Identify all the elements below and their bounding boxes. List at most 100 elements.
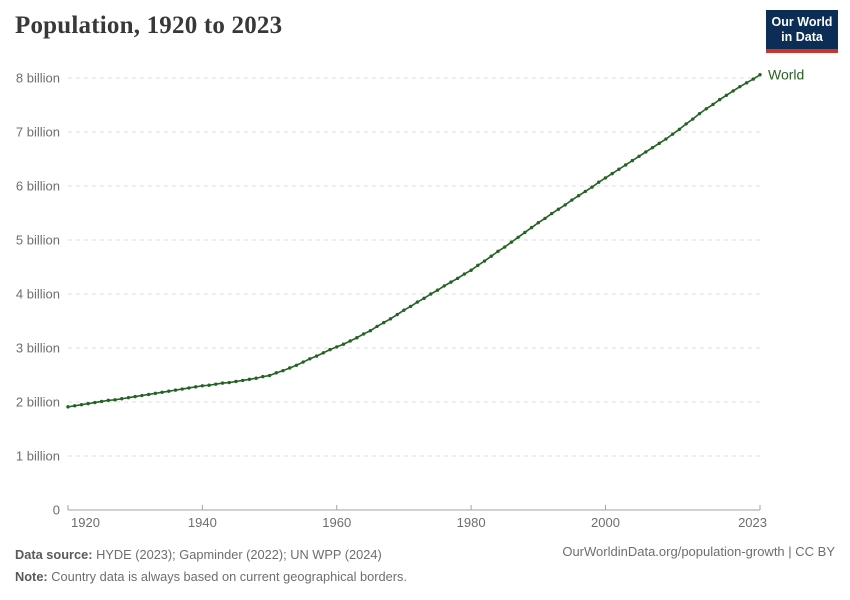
data-point [274, 371, 278, 375]
data-point [509, 240, 514, 244]
data-point [516, 235, 520, 239]
data-point [523, 230, 527, 235]
data-point [731, 89, 735, 93]
note-label: Note: [15, 568, 48, 584]
data-point [617, 167, 621, 171]
data-point [724, 93, 729, 97]
data-point [120, 397, 124, 401]
data-point [482, 259, 487, 263]
data-point [543, 216, 547, 221]
y-tick-label-7: 7 billion [16, 125, 60, 140]
data-point [301, 360, 305, 364]
data-point [563, 203, 567, 207]
data-point [328, 347, 332, 352]
data-point [106, 398, 111, 403]
data-point [247, 377, 252, 382]
footer-data-source: Data source: HYDE (2023); Gapminder (202… [15, 544, 407, 566]
data-point [422, 296, 426, 301]
data-point [355, 336, 359, 340]
data-point [126, 395, 131, 400]
y-tick-label-6: 6 billion [16, 179, 60, 194]
data-point [711, 102, 715, 107]
x-tick-label-2000: 2000 [591, 515, 620, 530]
data-point [133, 394, 137, 399]
data-point [704, 107, 708, 111]
y-tick-label-3: 3 billion [16, 341, 60, 356]
footer-source-note: Data source: HYDE (2023); Gapminder (202… [15, 544, 407, 588]
chart-title: Population, 1920 to 2023 [15, 12, 283, 39]
data-point [670, 132, 675, 136]
data-point [583, 189, 588, 194]
series-label-world[interactable]: World [768, 66, 804, 82]
data-point [691, 117, 695, 121]
world-line[interactable] [67, 74, 761, 408]
data-point [180, 387, 184, 391]
data-point [314, 354, 319, 358]
data-point [462, 272, 467, 276]
data-point [408, 304, 413, 309]
data-point [650, 145, 655, 150]
data-point [684, 122, 688, 126]
data-point [489, 254, 493, 258]
data-point [113, 398, 117, 402]
y-tick-label-5: 5 billion [16, 233, 60, 248]
data-point [341, 342, 346, 346]
world-line-markers[interactable] [66, 73, 762, 409]
data-point [395, 312, 399, 317]
footer-attribution-link[interactable]: OurWorldinData.org/population-growth | C… [562, 544, 835, 559]
data-point [751, 77, 755, 81]
data-point [597, 180, 601, 184]
owid-logo[interactable]: Our World in Data [766, 10, 838, 53]
data-point [502, 245, 507, 249]
data-point [214, 382, 218, 386]
data-point [637, 154, 641, 158]
data-point [308, 357, 312, 361]
data-point [610, 171, 614, 176]
data-source-label: Data source: [15, 547, 93, 562]
y-tick-label-8: 8 billion [16, 71, 60, 86]
data-point [99, 399, 104, 404]
data-point [288, 366, 292, 370]
note-text: Country data is always based on current … [47, 568, 407, 584]
y-gridlines [68, 77, 764, 457]
x-tick-label-1920: 1920 [71, 515, 100, 530]
data-point [66, 405, 70, 409]
data-point [550, 211, 554, 216]
data-point [368, 329, 373, 333]
data-point [86, 401, 90, 406]
x-tick-label-1980: 1980 [457, 515, 486, 530]
data-point [93, 400, 97, 405]
data-point [160, 390, 164, 394]
data-point [321, 351, 326, 355]
data-point [294, 363, 299, 367]
data-point [449, 280, 453, 284]
data-point [79, 403, 84, 407]
data-point [630, 158, 635, 163]
data-point [167, 389, 171, 393]
data-point [657, 141, 661, 146]
data-point [240, 378, 245, 383]
data-point [261, 374, 265, 379]
data-point [570, 198, 574, 202]
data-point [556, 207, 561, 211]
data-point [227, 380, 231, 385]
data-point [193, 385, 198, 389]
data-point [576, 194, 581, 198]
data-point [73, 404, 77, 408]
data-point [429, 292, 433, 296]
data-point [140, 393, 144, 398]
data-point [469, 268, 473, 272]
data-point [173, 388, 178, 392]
data-point [435, 288, 440, 292]
data-point [496, 249, 500, 254]
data-point [388, 317, 393, 321]
data-point [529, 225, 534, 230]
y-tick-label-1: 1 billion [16, 449, 60, 464]
data-point [382, 320, 386, 325]
data-point [455, 276, 460, 281]
data-point [717, 97, 722, 102]
data-point [207, 383, 211, 387]
data-point [644, 150, 648, 154]
data-point [442, 284, 446, 288]
